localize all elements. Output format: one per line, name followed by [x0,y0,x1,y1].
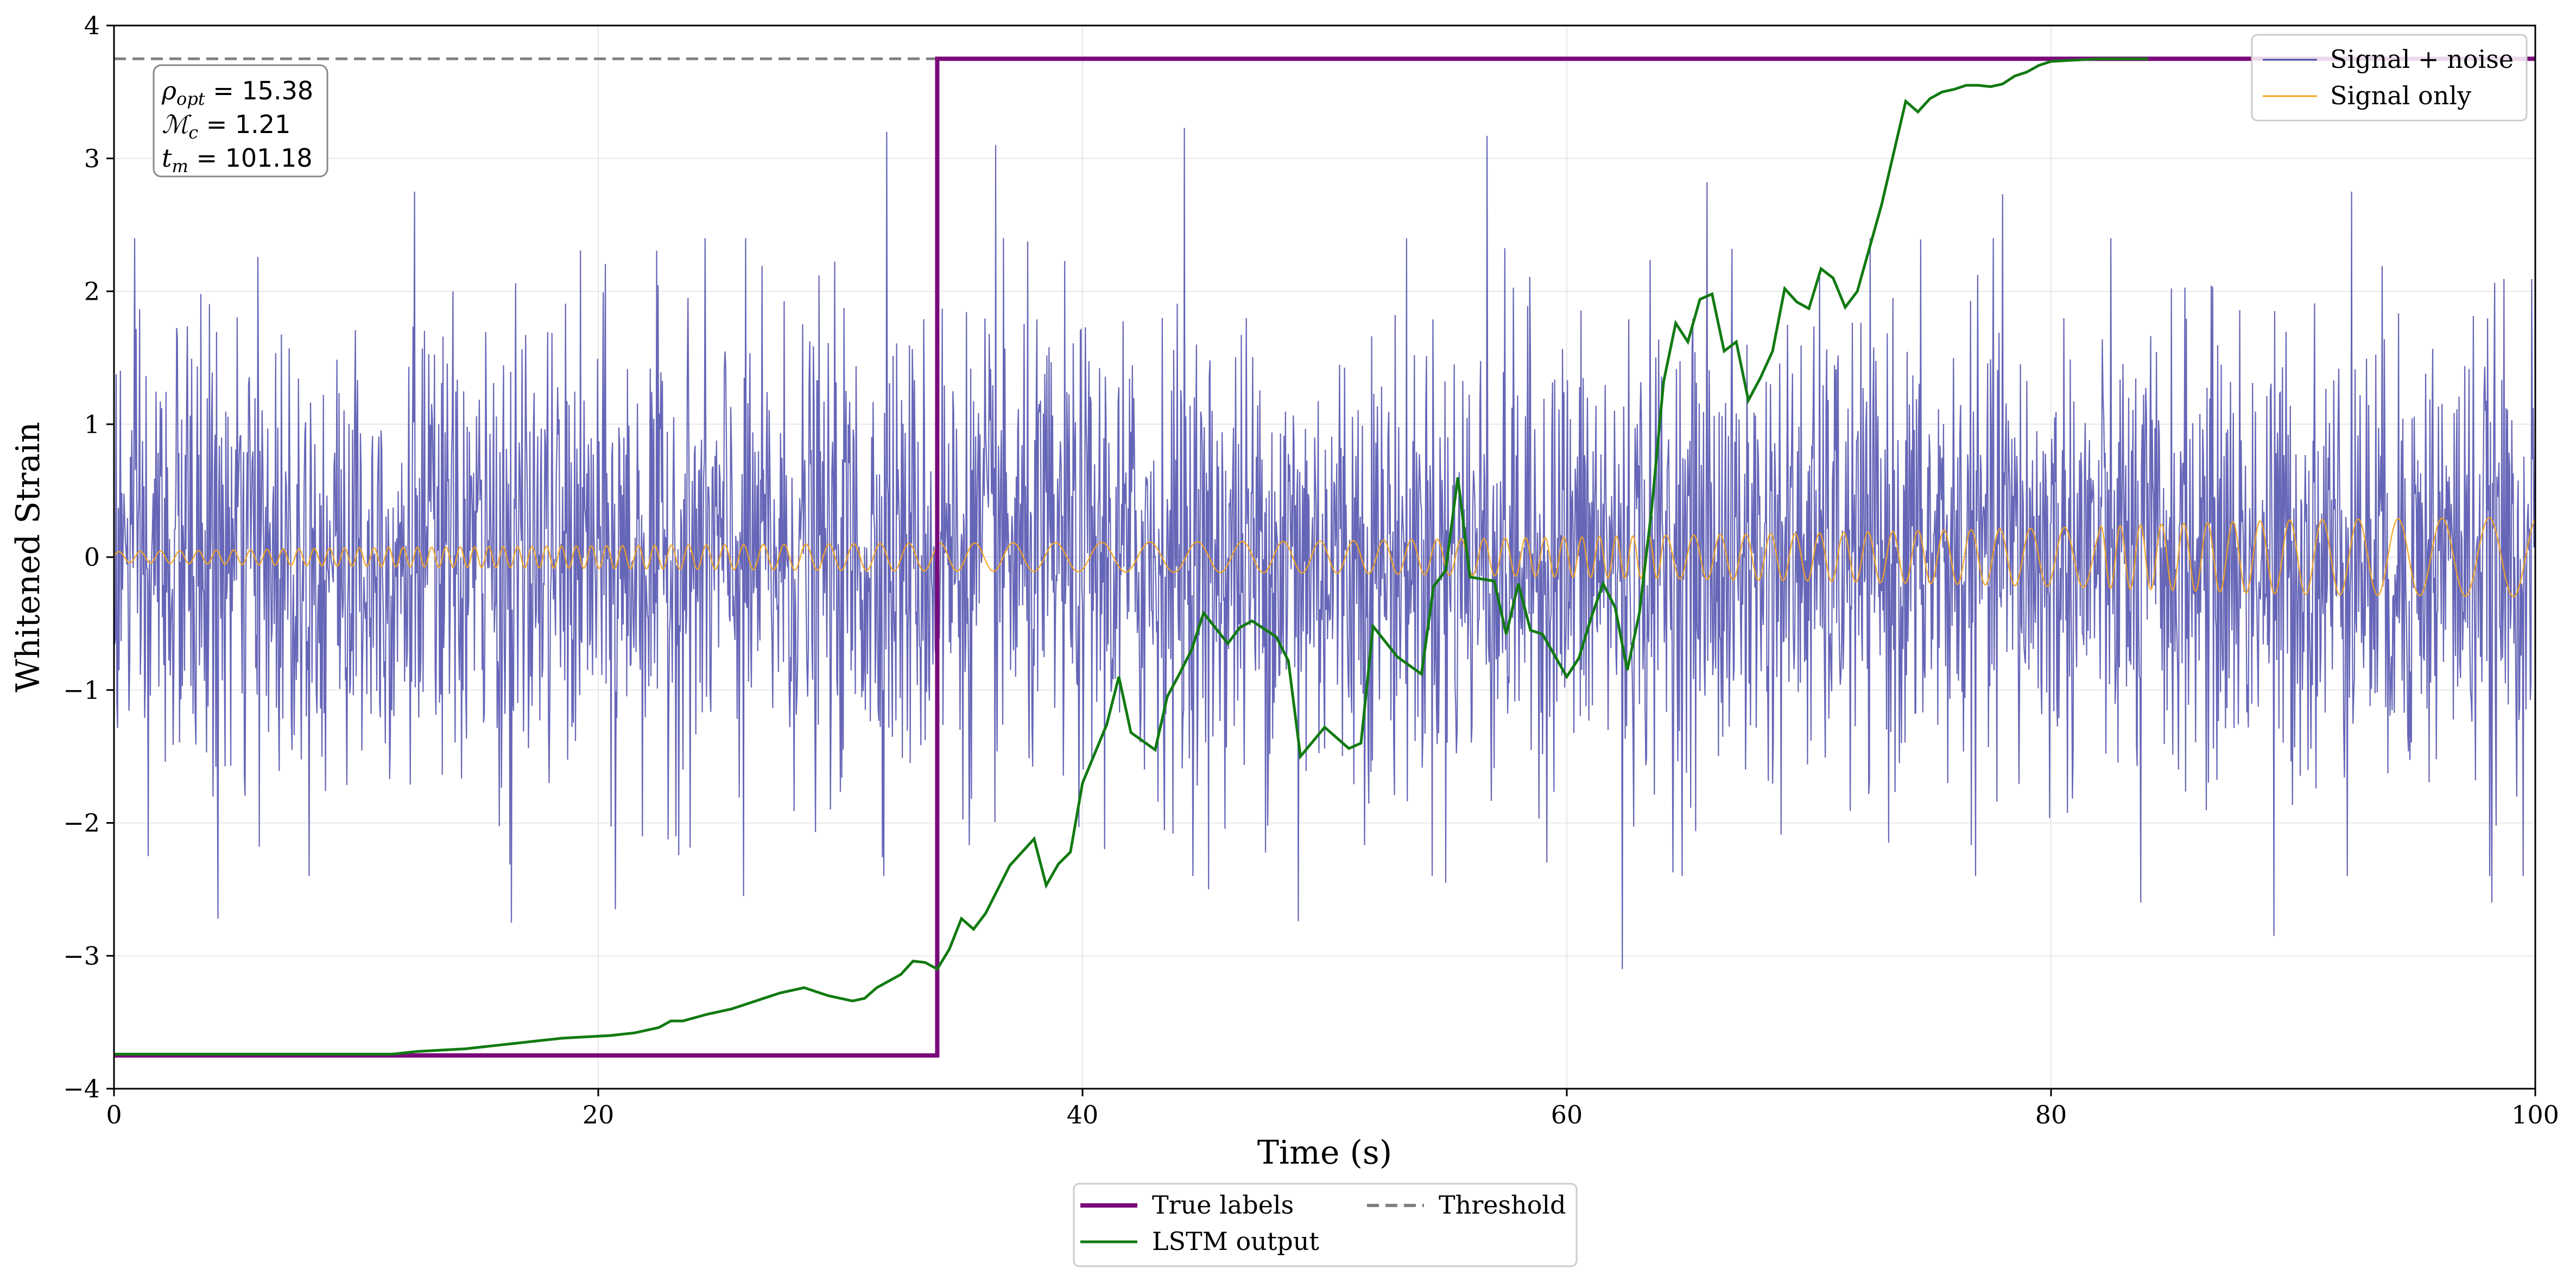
y-tick-label: 4 [84,11,100,40]
legend-threshold-label: Threshold [1439,1190,1566,1220]
x-tick-label: 100 [2511,1100,2559,1129]
y-tick-label: 3 [84,144,100,173]
y-tick-label: 0 [84,542,100,572]
mc-symbol: ℳ [162,110,192,139]
x-tick-label: 20 [583,1100,615,1129]
y-tick-label: −3 [63,941,100,970]
x-tick-label: 0 [106,1100,122,1129]
tm-subscript: m [172,156,188,176]
y-tick-label: −2 [63,809,100,838]
annotation-tm: tm = 101.18 [162,143,313,176]
annotation-rho: ρopt = 15.38 [161,76,313,109]
tick-labels: 0 20 40 60 80 100 −4 −3 −2 −1 0 1 2 3 4 [63,11,2559,1129]
tm-value: = 101.18 [188,143,313,173]
legend-signal-only-label: Signal only [2330,81,2471,110]
legend-lstm-label: LSTM output [1152,1227,1319,1256]
x-tick-label: 80 [2035,1100,2067,1129]
annotation-mc: ℳc = 1.21 [162,110,290,143]
x-tick-label: 40 [1067,1100,1099,1129]
x-axis-label: Time (s) [1257,1134,1392,1172]
series-signal-noise [114,128,2535,969]
ticks [106,24,2536,1096]
y-tick-label: 1 [84,409,100,439]
mc-subscript: c [188,122,198,143]
series-true-labels [114,56,2535,1058]
legend-true-labels-label: True labels [1152,1190,1294,1220]
legend-bottom-frame [1073,1183,1578,1267]
y-tick-label: −1 [63,675,100,705]
series-layer [114,56,2535,1058]
legend-top-frame [2251,34,2528,122]
x-tick-label: 60 [1551,1100,1583,1129]
legend-top: Signal + noise Signal only [2251,34,2528,122]
y-tick-label: 2 [84,277,100,306]
annotation-box: ρopt = 15.38 ℳc = 1.21 tm = 101.18 [153,64,328,178]
mc-value: = 1.21 [198,110,290,139]
legend-bottom: True labels Threshold LSTM output [1073,1183,1578,1267]
legend-signal-noise-label: Signal + noise [2330,45,2514,74]
series-lstm-output [114,57,2148,1056]
rho-value: = 15.38 [205,76,313,105]
tm-symbol: t [162,143,172,173]
y-axis-label: Whitened Strain [9,422,47,692]
series-signal-only [114,517,2535,598]
rho-symbol: ρ [161,76,176,105]
y-tick-label: −4 [63,1074,100,1103]
rho-subscript: opt [176,89,205,109]
annotation-frame [153,64,328,178]
